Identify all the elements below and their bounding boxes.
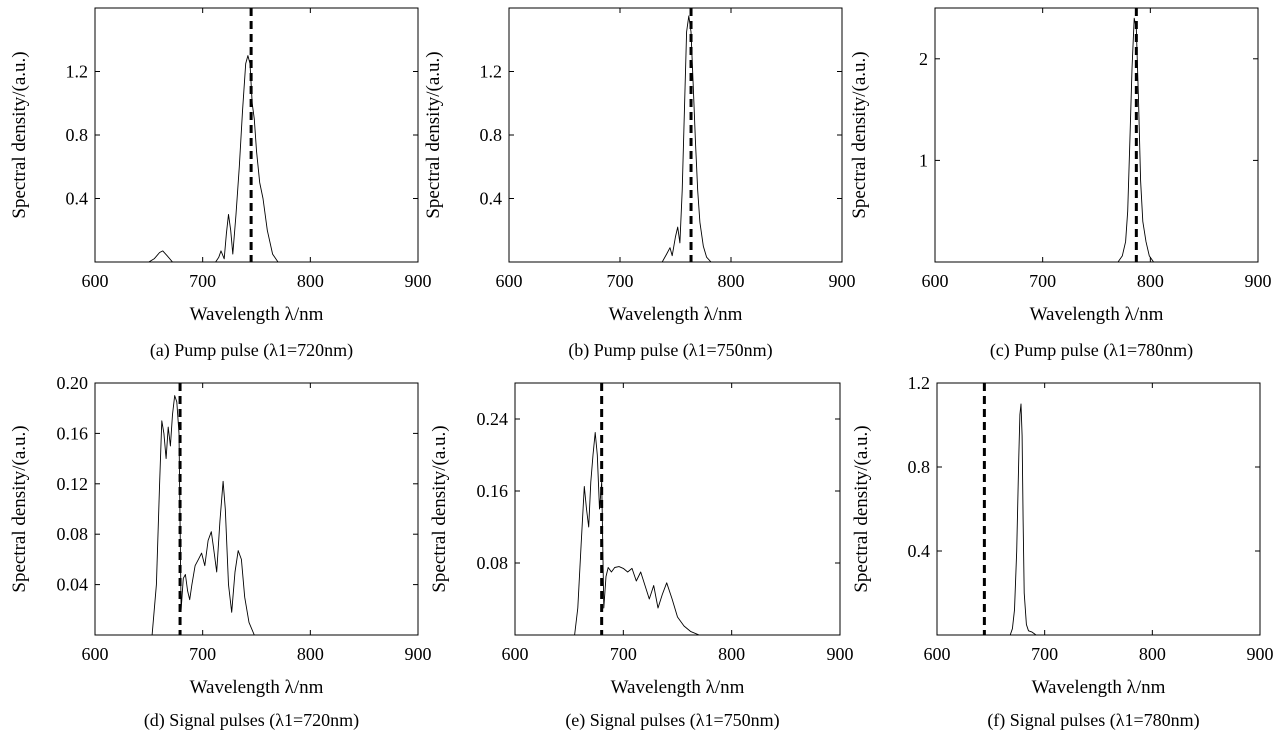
series-line [515, 432, 840, 635]
x-axis-label: Wavelength λ/nm [609, 304, 743, 325]
panel-caption: (f) Signal pulses (λ1=780nm) [987, 710, 1199, 731]
x-tick-label: 700 [1029, 271, 1056, 291]
x-tick-label: 900 [405, 271, 432, 291]
series-line [95, 55, 418, 262]
y-tick-label: 0.4 [908, 541, 931, 561]
x-tick-label: 900 [829, 271, 856, 291]
y-tick-label: 0.4 [480, 189, 503, 209]
y-tick-label: 1 [919, 150, 928, 170]
y-axis-label: Spectral density/(a.u.) [9, 425, 30, 592]
y-tick-label: 0.16 [57, 423, 89, 443]
x-axis-label: Wavelength λ/nm [1030, 304, 1164, 325]
x-tick-label: 800 [1137, 271, 1164, 291]
chart-panel-f: 600 700 800 900 0.4 0.8 1.2 Wavelength λ/nm Spec… [851, 373, 1274, 731]
series-line [95, 395, 418, 635]
y-tick-label: 0.24 [477, 409, 509, 429]
x-axis-label: Wavelength λ/nm [1032, 677, 1166, 698]
x-tick-label: 600 [502, 644, 529, 664]
x-tick-label: 600 [924, 644, 951, 664]
y-tick-label: 1.2 [480, 62, 503, 82]
chart-panel-e: 600 700 800 900 0.08 0.16 0.24 Wavelength λ/nm S… [429, 382, 854, 731]
chart-panel-c: 600 700 800 900 1 2 Wavelength λ/nm Spectral de… [849, 7, 1272, 361]
x-tick-label: 900 [405, 644, 432, 664]
y-axis-label: Spectral density/(a.u.) [849, 51, 870, 218]
x-tick-label: 700 [189, 271, 216, 291]
x-tick-label: 800 [718, 644, 745, 664]
y-axis-label: Spectral density/(a.u.) [429, 425, 450, 592]
y-tick-label: 0.8 [480, 125, 503, 145]
y-tick-label: 0.20 [57, 373, 89, 393]
panel-caption: (c) Pump pulse (λ1=780nm) [990, 340, 1193, 361]
series-line [937, 403, 1260, 635]
x-axis-label: Wavelength λ/nm [190, 304, 324, 325]
y-tick-label: 1.2 [66, 62, 89, 82]
y-tick-label: 0.16 [477, 481, 509, 501]
panel-caption: (e) Signal pulses (λ1=750nm) [565, 710, 779, 731]
series-line [935, 17, 1258, 262]
series-line [509, 15, 842, 262]
chart-panel-a: 600 700 800 900 0.4 0.8 1.2 Wavelength λ/nm Spec… [9, 7, 432, 361]
x-tick-label: 700 [607, 271, 634, 291]
x-tick-label: 800 [718, 271, 745, 291]
x-tick-label: 800 [1139, 644, 1166, 664]
x-axis-label: Wavelength λ/nm [611, 677, 745, 698]
y-tick-label: 0.08 [57, 524, 89, 544]
y-tick-label: 1.2 [908, 373, 931, 393]
y-tick-label: 0.12 [57, 474, 89, 494]
y-axis-label: Spectral density/(a.u.) [9, 51, 30, 218]
panel-caption: (a) Pump pulse (λ1=720nm) [150, 340, 353, 361]
panel-caption: (d) Signal pulses (λ1=720nm) [144, 710, 359, 731]
y-axis-label: Spectral density/(a.u.) [851, 425, 872, 592]
plot-frame [508, 7, 843, 263]
x-tick-label: 600 [496, 271, 523, 291]
plot-frame [94, 382, 419, 636]
y-tick-label: 0.8 [66, 125, 89, 145]
x-axis-label: Wavelength λ/nm [190, 677, 324, 698]
plot-frame [514, 382, 841, 636]
x-tick-label: 900 [827, 644, 854, 664]
y-tick-label: 0.08 [477, 553, 509, 573]
chart-panel-d: 600 700 800 900 0.04 0.08 0.12 0.16 0.20 Waveleng… [9, 373, 432, 731]
x-tick-label: 900 [1247, 644, 1274, 664]
x-tick-label: 700 [610, 644, 637, 664]
x-tick-label: 600 [922, 271, 949, 291]
x-tick-label: 800 [297, 644, 324, 664]
x-tick-label: 700 [1031, 644, 1058, 664]
y-tick-label: 2 [919, 49, 928, 69]
y-tick-label: 0.4 [66, 189, 89, 209]
x-tick-label: 600 [82, 644, 109, 664]
x-tick-label: 900 [1245, 271, 1272, 291]
y-axis-label: Spectral density/(a.u.) [423, 51, 444, 218]
chart-panel-b: 600 700 800 900 0.4 0.8 1.2 Wavelength λ/nm Spec… [423, 7, 856, 361]
x-tick-label: 700 [189, 644, 216, 664]
plot-frame [94, 7, 419, 263]
x-tick-label: 800 [297, 271, 324, 291]
y-tick-label: 0.8 [908, 457, 931, 477]
x-tick-label: 600 [82, 271, 109, 291]
plot-frame [934, 7, 1259, 263]
panel-caption: (b) Pump pulse (λ1=750nm) [568, 340, 772, 361]
y-tick-label: 0.04 [57, 575, 89, 595]
